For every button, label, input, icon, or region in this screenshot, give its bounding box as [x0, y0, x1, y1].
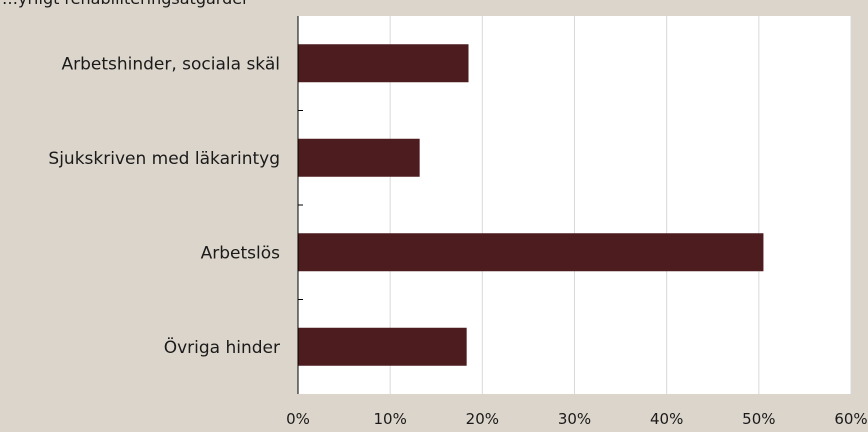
axes — [297, 16, 303, 394]
bar — [298, 233, 764, 272]
x-tick-label: 0% — [286, 410, 310, 428]
x-tick-labels: 0% 10% 20% 30% 40% 50% 60% — [286, 410, 868, 428]
category-label: Sjukskriven med läkarintyg — [48, 149, 280, 169]
x-tick-label: 60% — [834, 410, 867, 428]
x-tick-label: 20% — [466, 410, 499, 428]
x-tick-label: 30% — [558, 410, 591, 428]
x-tick-label: 10% — [373, 410, 406, 428]
category-label: Arbetslös — [201, 243, 281, 263]
category-label: Arbetshinder, sociala skäl — [61, 54, 280, 74]
bars — [298, 44, 764, 366]
category-label: Övriga hinder — [164, 336, 280, 358]
x-tick-label: 50% — [742, 410, 775, 428]
bar — [298, 327, 467, 366]
category-labels: Arbetshinder, sociala skäl Sjukskriven me… — [48, 54, 280, 358]
chart-title-partial: …yrligt rehabiliteringsåtgärder — [2, 0, 249, 8]
x-tick-label: 40% — [650, 410, 683, 428]
bar — [298, 44, 469, 83]
bar — [298, 138, 420, 177]
